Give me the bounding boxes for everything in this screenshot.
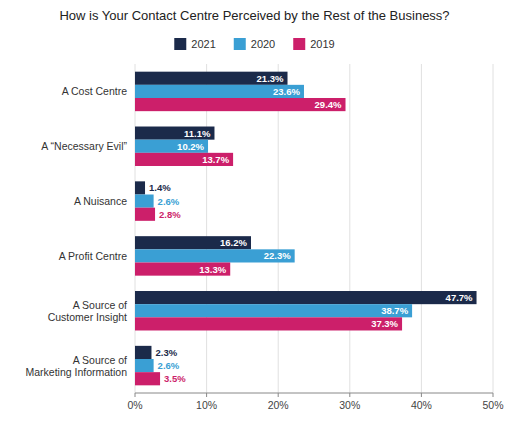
data-label: 2.8%: [159, 209, 181, 220]
bar: [135, 98, 346, 111]
legend-item: 2019: [293, 38, 334, 50]
tick-label: 40%: [411, 399, 432, 411]
bar: [135, 304, 412, 317]
data-labels: 21.3% 11.1% 1.4% 16.2% 47.7% 2.3% 23.6% 10.2% 2.…: [149, 73, 473, 384]
bar: [135, 195, 154, 208]
bar: [135, 249, 295, 262]
chart: How is Your Contact Centre Perceived by …: [0, 0, 509, 425]
y-axis: A Cost Centre A “Necessary Evil” A Nuisanc…: [25, 85, 127, 377]
grid: [135, 64, 493, 393]
data-label: 13.3%: [199, 264, 226, 275]
category-label: A Cost Centre: [62, 85, 128, 97]
bar: [135, 359, 154, 372]
data-label: 21.3%: [257, 73, 284, 84]
grid-line: [421, 64, 422, 393]
category-label: A Source ofCustomer Insight: [48, 299, 127, 323]
x-axis: 0% 10% 20% 30% 40% 50%: [127, 393, 503, 411]
bar: [135, 236, 251, 249]
category-label: A Profit Centre: [59, 250, 127, 262]
legend-swatch: [174, 38, 186, 50]
bar: [135, 372, 160, 385]
legend-label: 2019: [310, 38, 334, 50]
data-label: 11.1%: [184, 128, 211, 139]
legend: 2021 2020 2019: [174, 38, 334, 50]
grid-line: [493, 64, 494, 393]
bar: [135, 140, 208, 153]
data-label: 38.7%: [381, 305, 408, 316]
legend-item: 2020: [234, 38, 275, 50]
bars: [135, 72, 477, 386]
bar: [135, 317, 402, 330]
category-label: A Source ofMarketing Information: [25, 354, 127, 378]
tick-label: 20%: [268, 399, 289, 411]
bar: [135, 346, 151, 359]
bar: [135, 127, 214, 140]
data-label: 13.7%: [202, 154, 229, 165]
tick-label: 50%: [482, 399, 503, 411]
legend-label: 2021: [191, 38, 215, 50]
tick-mark: [206, 393, 207, 397]
tick-label: 10%: [196, 399, 217, 411]
bar: [135, 181, 145, 194]
data-label: 3.5%: [164, 373, 186, 384]
data-label: 29.4%: [315, 99, 342, 110]
legend-swatch: [234, 38, 246, 50]
category-label: A “Necessary Evil”: [41, 140, 127, 152]
tick-mark: [421, 393, 422, 397]
grid-line: [135, 64, 136, 393]
grid-line: [349, 64, 350, 393]
tick-mark: [493, 393, 494, 397]
grid-line: [206, 64, 207, 393]
grid-line: [278, 64, 279, 393]
data-label: 2.3%: [155, 347, 177, 358]
bar: [135, 208, 155, 221]
tick-mark: [135, 393, 136, 397]
legend-swatch: [293, 38, 305, 50]
legend-item: 2021: [174, 38, 215, 50]
data-label: 10.2%: [177, 141, 204, 152]
data-label: 37.3%: [371, 318, 398, 329]
data-label: 23.6%: [273, 86, 300, 97]
tick-mark: [278, 393, 279, 397]
data-label: 22.3%: [264, 250, 291, 261]
legend-label: 2020: [251, 38, 275, 50]
title: How is Your Contact Centre Perceived by …: [59, 8, 449, 23]
bar: [135, 291, 477, 304]
data-label: 1.4%: [149, 182, 171, 193]
category-label: A Nuisance: [74, 195, 127, 207]
data-label: 2.6%: [158, 360, 180, 371]
bar: [135, 72, 288, 85]
bar: [135, 85, 304, 98]
tick-mark: [349, 393, 350, 397]
tick-label: 30%: [339, 399, 360, 411]
tick-label: 0%: [127, 399, 142, 411]
bar: [135, 153, 233, 166]
bar: [135, 262, 230, 275]
data-label: 16.2%: [220, 237, 247, 248]
axis-line: [135, 393, 493, 394]
data-label: 2.6%: [158, 196, 180, 207]
data-label: 47.7%: [446, 292, 473, 303]
